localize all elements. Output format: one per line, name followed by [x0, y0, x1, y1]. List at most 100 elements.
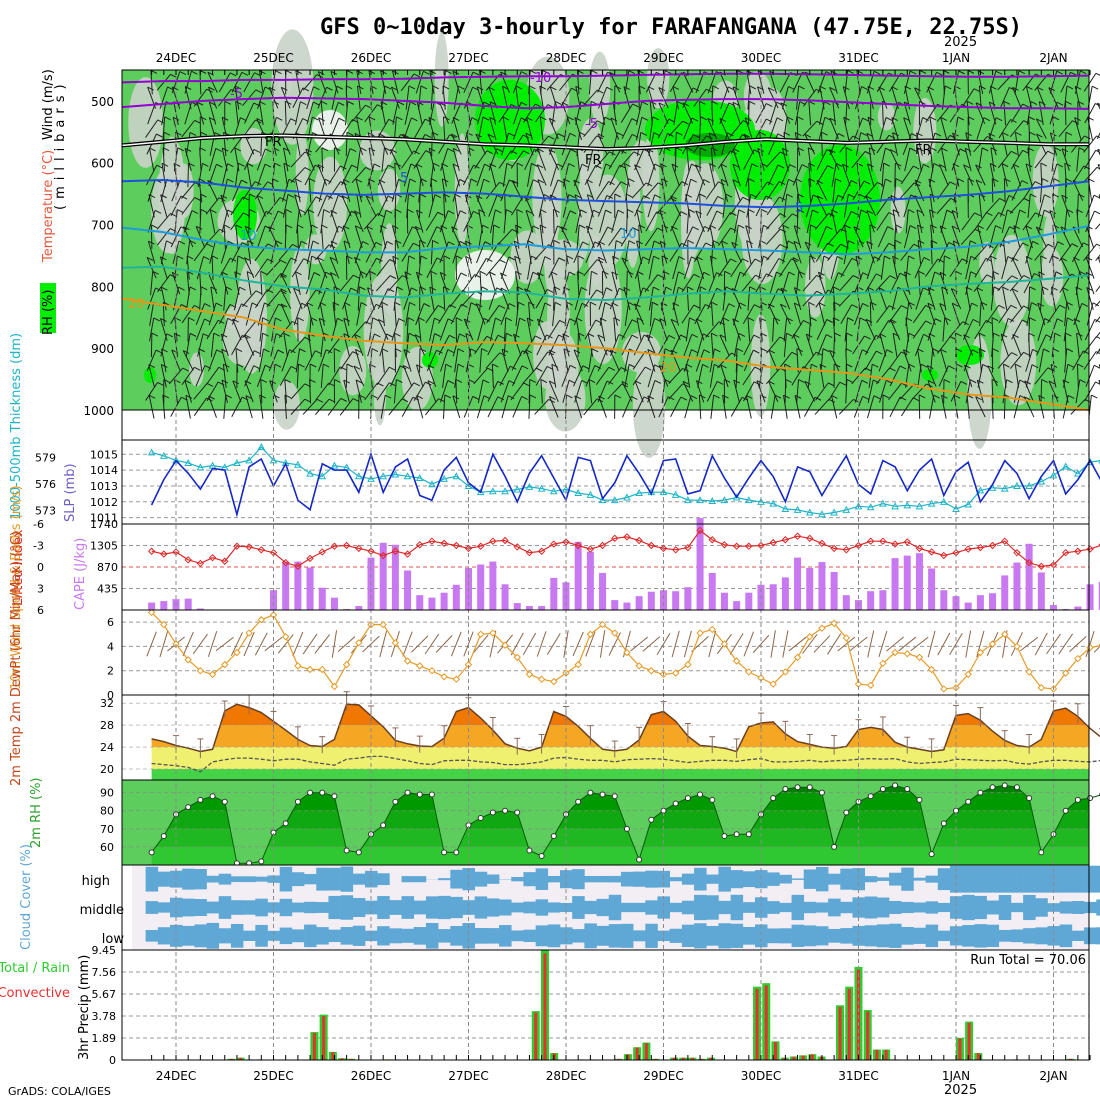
date-label-top: 2JAN	[1039, 51, 1067, 65]
wind-barb-flag	[711, 100, 719, 105]
wind-barb	[781, 179, 789, 202]
wind-barb-flag	[398, 318, 405, 322]
wind-barb-flag	[682, 383, 689, 388]
wind-barb	[489, 163, 497, 187]
wind-barb	[781, 271, 790, 295]
wind-barb-flag	[409, 302, 416, 306]
wind-barb	[1086, 302, 1094, 326]
wind-barb	[171, 86, 181, 109]
wind-barb-flag	[210, 209, 217, 214]
cloud-cover-bar	[645, 900, 658, 915]
wind-barb-flag	[756, 380, 764, 385]
cape-bar	[708, 572, 716, 610]
wind-barb-flag	[719, 334, 727, 339]
wind-barb-flag	[1074, 117, 1081, 121]
wind-barb	[295, 348, 301, 373]
wind-barb	[535, 351, 549, 370]
wind10m-barb	[146, 631, 157, 657]
wind-barb	[674, 147, 677, 172]
cloud-cover-bar	[779, 928, 792, 944]
cloud-cover-bar	[535, 899, 549, 916]
wind-barb	[244, 225, 254, 248]
li-point	[355, 544, 363, 553]
wind-barb	[442, 116, 446, 141]
wind-barb-flag	[991, 379, 999, 383]
wind-barb-flag	[632, 227, 639, 232]
wind-barb	[695, 349, 705, 372]
wind-barb	[672, 302, 679, 326]
wind-barb-flag	[749, 85, 756, 90]
wind-barb	[526, 256, 532, 280]
wind10m-point	[1061, 669, 1070, 677]
wind-barb	[1012, 164, 1022, 187]
wind-barb	[402, 226, 413, 248]
wind-barb-flag	[926, 365, 934, 369]
wind-barb-flag	[992, 348, 999, 352]
cloud-cover-bar	[304, 924, 317, 948]
wind-barb-flag	[892, 209, 900, 214]
wind-barb	[828, 149, 840, 170]
wind-barb	[709, 348, 715, 373]
wind-barb-flag	[500, 272, 507, 277]
cloud-cover-bar	[304, 874, 317, 885]
wind-barb	[705, 181, 719, 200]
wind-barb-flag	[285, 224, 293, 229]
wind-barb-flag	[269, 380, 276, 385]
wind10m-barb	[1058, 633, 1074, 655]
wind-barb	[157, 274, 171, 293]
wind-barb	[719, 118, 730, 140]
wind-barb-flag	[254, 72, 261, 77]
date-label-bottom: 1JAN	[942, 1069, 970, 1083]
wind-barb-flag	[209, 101, 216, 106]
wind-barb	[431, 132, 433, 157]
wind-barb-flag	[499, 352, 506, 357]
wind-barb-flag	[474, 274, 481, 278]
wind-barb	[208, 164, 217, 187]
wind-barb-flag	[399, 365, 407, 370]
wind-barb-flag	[170, 73, 177, 78]
wind-barb-flag	[824, 116, 832, 121]
wind-barb	[747, 178, 750, 203]
wind-barb-flag	[695, 318, 703, 323]
wind-barb-flag	[577, 270, 584, 275]
wind-barb-flag	[520, 71, 528, 75]
wind-barb	[937, 135, 951, 154]
wind-barb	[414, 134, 426, 155]
wind-barb	[833, 302, 836, 327]
wind-barb	[636, 209, 643, 234]
wind-barb	[415, 364, 424, 388]
wind-barb-flag	[236, 363, 244, 368]
wind-barb-flag	[279, 290, 287, 295]
wind-barb	[631, 182, 647, 199]
wind-barb-flag	[460, 272, 468, 277]
cloud-cover-bar	[913, 877, 926, 881]
wind-barb	[975, 179, 986, 202]
wind-barb	[146, 349, 157, 372]
cloud-cover-bar	[913, 927, 926, 944]
wind-barb-flag	[389, 382, 396, 387]
precip-ytick: 0	[109, 1054, 116, 1067]
wind-barb	[353, 257, 364, 279]
wind-barb	[474, 336, 488, 355]
wind10m-point	[403, 657, 412, 665]
wind-barb-flag	[855, 255, 863, 260]
wind-barb-flag	[1011, 352, 1018, 357]
wind-barb-flag	[742, 196, 750, 201]
wind-barb	[781, 86, 789, 110]
wind-barb	[1025, 256, 1033, 280]
wind-barb	[741, 274, 756, 292]
wind-barb-flag	[204, 303, 211, 307]
wind-barb	[710, 147, 714, 172]
wind-barb	[746, 240, 752, 265]
wind-barb-flag	[581, 379, 588, 384]
wind-barb-flag	[581, 302, 589, 307]
wind-barb	[425, 211, 439, 231]
wind-barb-flag	[340, 397, 347, 402]
thickness-point	[781, 504, 790, 512]
wind-barb	[272, 147, 275, 172]
wind-barb-flag	[1029, 317, 1036, 322]
wind-barb-flag	[259, 394, 266, 399]
wind-barb-flag	[403, 349, 411, 353]
wind-barb-flag	[466, 224, 473, 229]
wind-barb	[609, 349, 620, 372]
